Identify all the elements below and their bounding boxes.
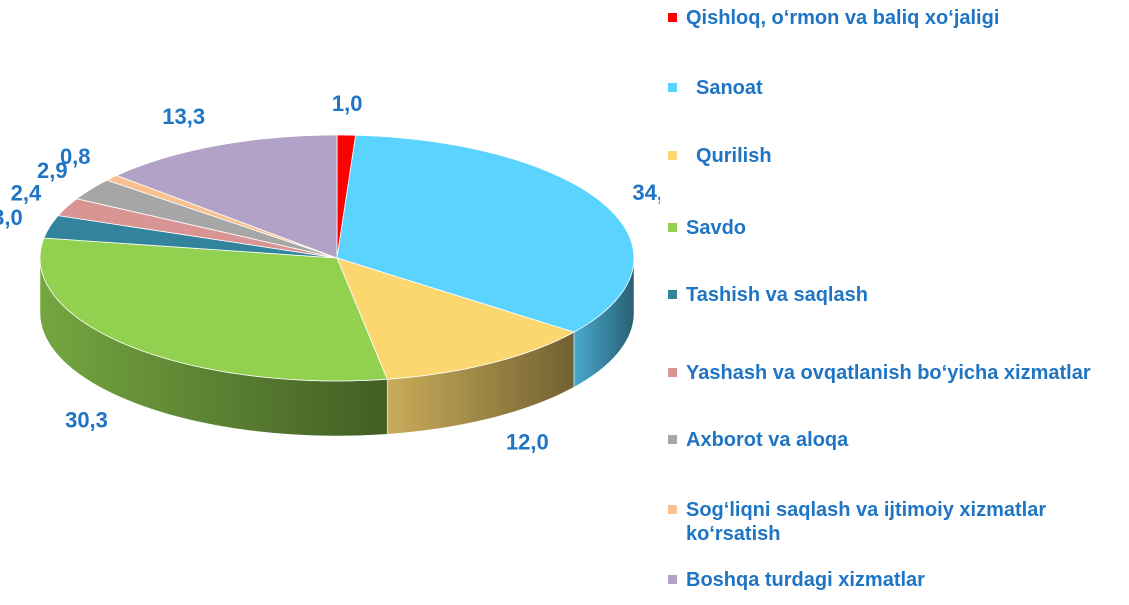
legend-swatch bbox=[668, 290, 677, 299]
data-label: 12,0 bbox=[506, 430, 549, 455]
legend-item: Yashash va ovqatlanish bo‘yicha xizmatla… bbox=[668, 361, 1126, 385]
legend-item: Tashish va saqlash bbox=[668, 283, 1126, 307]
legend-item: Axborot va aloqa bbox=[668, 428, 1126, 452]
data-label: 1,0 bbox=[332, 91, 363, 116]
pie-slice bbox=[43, 215, 338, 259]
pie-slice bbox=[336, 257, 575, 380]
legend-label: Axborot va aloqa bbox=[686, 429, 849, 451]
legend-label: Qurilish bbox=[696, 145, 772, 167]
pie-slice bbox=[105, 175, 338, 259]
legend-item: Qurilish bbox=[668, 144, 1129, 168]
legend-label: Sog‘liqni saqlash va ijtimoiy xizmatlar … bbox=[686, 499, 1047, 545]
pie-slice bbox=[75, 179, 338, 259]
legend-swatch bbox=[668, 83, 677, 92]
data-label: 2,4 bbox=[11, 180, 42, 205]
legend-label: Yashash va ovqatlanish bo‘yicha xizmatla… bbox=[686, 362, 1091, 384]
legend-swatch bbox=[668, 223, 677, 232]
data-label: 30,3 bbox=[65, 407, 108, 432]
legend-label: Boshqa turdagi xizmatlar bbox=[686, 569, 925, 591]
data-label: 34,3 bbox=[632, 180, 660, 205]
pie-slice bbox=[115, 134, 338, 259]
legend-label: Qishloq, o‘rmon va baliq xo‘jaligi bbox=[686, 7, 1000, 29]
chart: 1,0 34,3 12,0 30,3 3,02,42,90,8 13,3 bbox=[0, 91, 660, 455]
legend-item: Sog‘liqni saqlash va ijtimoiy xizmatlar … bbox=[668, 498, 1126, 546]
data-label: 13,3 bbox=[162, 104, 205, 129]
legend-swatch bbox=[668, 435, 677, 444]
legend-swatch bbox=[668, 151, 677, 160]
data-label: 2,9 bbox=[37, 158, 68, 183]
legend-swatch bbox=[668, 575, 677, 584]
data-label: 3,0 bbox=[0, 205, 23, 230]
legend-item: Sanoat bbox=[668, 76, 1129, 100]
legend-label: Sanoat bbox=[696, 77, 763, 99]
legend-label: Savdo bbox=[686, 217, 747, 239]
pie-slice bbox=[57, 198, 338, 259]
legend-swatch bbox=[668, 13, 677, 22]
legend-item: Boshqa turdagi xizmatlar bbox=[668, 568, 1126, 592]
data-label: 0,8 bbox=[60, 144, 91, 169]
legend-item: Savdo bbox=[668, 216, 1126, 240]
legend-label: Tashish va saqlash bbox=[686, 284, 868, 306]
legend-swatch bbox=[668, 368, 677, 377]
pie-slice bbox=[39, 237, 388, 382]
pie-slice bbox=[336, 134, 635, 333]
legend-swatch bbox=[668, 505, 677, 514]
legend-item: Qishloq, o‘rmon va baliq xo‘jaligi bbox=[668, 6, 1126, 30]
